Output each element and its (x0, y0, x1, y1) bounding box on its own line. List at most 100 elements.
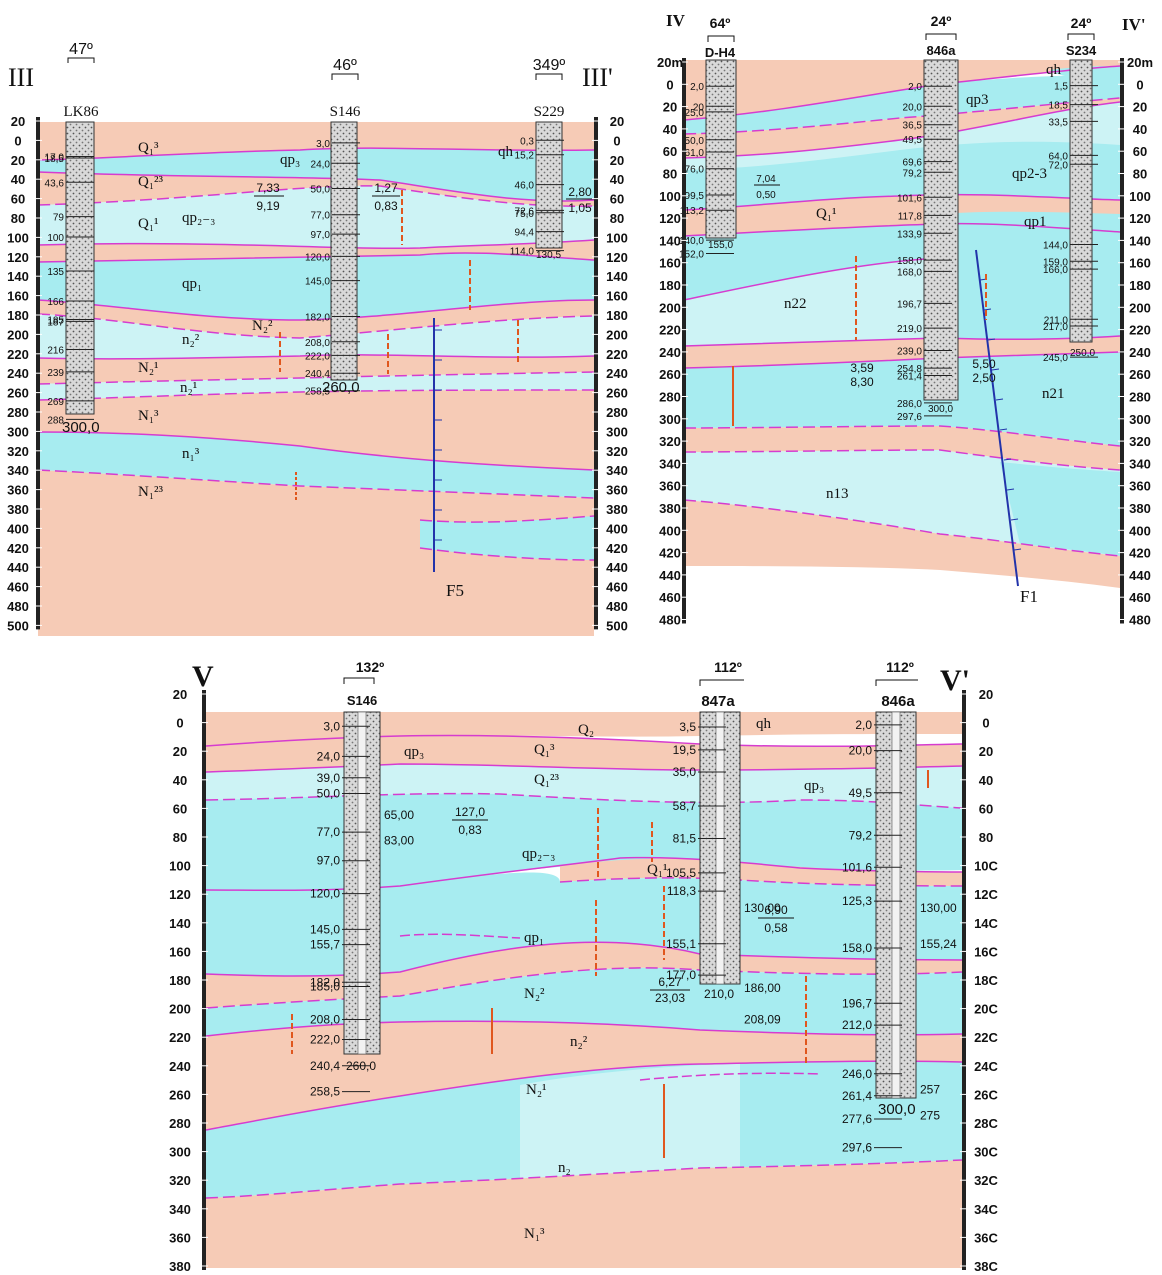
well-depth-label: 0,3 (520, 136, 534, 147)
depth-tick: 420 (606, 541, 628, 556)
svg-text:3,59: 3,59 (850, 361, 874, 375)
fault-label: F5 (446, 581, 464, 600)
well-depth-label: 135 (47, 267, 64, 278)
depth-tick: 180 (7, 308, 29, 323)
well-depth-label: 61,0 (685, 148, 705, 159)
depth-tick: 160 (659, 256, 681, 271)
well-depth-label: 196,7 (897, 299, 922, 310)
well-depth-label: 120,0 (310, 887, 340, 901)
depth-tick: 80 (1133, 167, 1147, 182)
depth-tick: 280 (169, 1116, 191, 1131)
depth-tick: 340 (7, 463, 29, 478)
layer-qp1 (38, 252, 594, 320)
layer-n22-light (684, 258, 940, 346)
depth-tick: 40 (610, 172, 624, 187)
well-depth-label: 25,0 (685, 108, 705, 119)
well-depth-label: 217,0 (1043, 322, 1068, 333)
well-depth-label: 152,0 (679, 249, 704, 260)
well-depth-label: 50,0 (311, 185, 331, 196)
well-side-depth-label: 83,00 (384, 834, 414, 848)
depth-tick: 220 (606, 347, 628, 362)
depth-tick: 460 (606, 580, 628, 595)
depth-tick: 140 (1129, 233, 1151, 248)
unit-label: qp₃ (280, 152, 300, 168)
section-IV: 64º D-H4 24º 846a 24º S234 IV IV' 2,0202… (657, 11, 1153, 638)
depth-tick: 280 (659, 390, 681, 405)
well-depth-label: 222,0 (305, 351, 330, 362)
well-depths-s146: 3,0 24,0 50,0 77,0 97,0 120,0 145,0 182,0 208,0 2… (305, 139, 360, 398)
well-name: 846a (881, 693, 915, 710)
section-label-right: III' (582, 63, 613, 92)
layer-n1-23 (38, 470, 594, 636)
well-depth-label: 269 (47, 397, 64, 408)
depth-tick: 140 (7, 269, 29, 284)
unit-label: Q₁¹ (647, 862, 668, 878)
well-depth-label: 208,0 (305, 338, 330, 349)
depth-tick: 40 (1133, 122, 1147, 137)
well-header-lk86: 47º LK86 (64, 41, 99, 120)
well-depth-label: 114,0 (510, 247, 535, 258)
well-depth-label: 105,5 (666, 866, 696, 880)
well-side-depth-label: 130,00 (744, 901, 781, 915)
depth-tick: 140 (659, 233, 681, 248)
well-depth-label: 240,4 (305, 369, 330, 380)
depth-tick: 80 (610, 211, 624, 226)
depth-tick: 440 (659, 568, 681, 583)
depth-tick: 220 (1129, 323, 1151, 338)
well-side-depths: 65,00 83,00 130,00 186,00 208,09 130,00 155,24… (384, 808, 957, 1122)
depth-tick: 120 (659, 211, 681, 226)
well-depth-label: 166,0 (1043, 265, 1068, 276)
depth-tick: 20 (173, 744, 187, 759)
depth-tick: 0 (613, 133, 620, 148)
well-depth-label: 3,5 (679, 720, 696, 734)
well-depth-label: 43,6 (45, 178, 65, 189)
layer-qp3 (38, 148, 594, 201)
depth-tick: 240 (659, 345, 681, 360)
depth-tick: 160 (606, 289, 628, 304)
well-depths-s234: 1,518,533,564,072,0144,0159,0166,0211,02… (1043, 82, 1098, 364)
depth-tick: 20m (657, 55, 683, 70)
unit-label: N₁²³ (138, 484, 164, 500)
depth-tick: 20 (610, 153, 624, 168)
layer-n21 (38, 372, 594, 400)
unit-label: qh (498, 144, 514, 160)
layer-bottom-aquitard (684, 500, 1120, 588)
depth-tick: 60 (663, 144, 677, 159)
depth-tick: 20 (173, 687, 187, 702)
well-depth-label: 1,5 (1054, 82, 1068, 93)
depth-tick: 36C (974, 1230, 998, 1245)
well-depth-label: 288 (47, 415, 64, 426)
depth-tick: 20m (1127, 55, 1153, 70)
svg-text:0,83: 0,83 (458, 823, 482, 837)
well-angle: 132º (356, 659, 384, 675)
unit-label: qp₁ (182, 276, 202, 292)
depth-tick: 200 (606, 327, 628, 342)
unit-label: qp1 (1024, 214, 1047, 230)
param-fraction: 1,27 0,83 (372, 181, 400, 213)
well-name: LK86 (64, 104, 99, 120)
depth-tick: 440 (606, 560, 628, 575)
depth-tick: 12C (974, 887, 998, 902)
section-label-left: V (192, 660, 214, 693)
well-side-depth-label: 208,09 (744, 1013, 781, 1027)
unit-label: Q₁³ (534, 742, 555, 758)
well-s234-column (1069, 59, 1093, 343)
depth-tick: 20 (1133, 100, 1147, 115)
depth-tick: 10C (974, 859, 998, 874)
param-fraction: 2,80 1,05 (566, 185, 594, 215)
unit-labels-IV: qh qp3 qp2-3 qp1 Q₁¹ n22 n21 n13 (784, 62, 1065, 502)
well-depth-label: 79,2 (849, 828, 873, 842)
well-depth-label: 158,0 (842, 941, 872, 955)
depth-tick: 480 (1129, 613, 1151, 628)
unit-label: Q₁³ (138, 140, 159, 156)
depth-tick: 360 (1129, 479, 1151, 494)
well-depth-label: 3,0 (323, 719, 340, 733)
depth-tick: 400 (1129, 523, 1151, 538)
unit-label: n₂¹ (180, 380, 197, 396)
well-depth-label: 182,0 (305, 313, 330, 324)
depth-tick: 360 (659, 479, 681, 494)
well-name: S234 (1066, 43, 1097, 58)
depth-tick: 300 (659, 412, 681, 427)
